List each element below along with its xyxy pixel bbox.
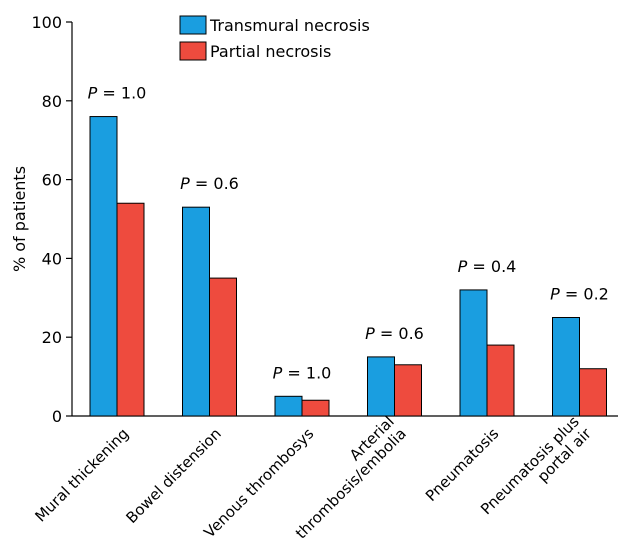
bar-series (89, 116, 607, 417)
legend-swatch (179, 41, 207, 61)
bar-transmural-2 (274, 395, 303, 417)
p-value-label: P = 0.6 (180, 174, 239, 193)
p-value-label: P = 0.2 (550, 285, 609, 304)
p-value-label: P = 0.6 (365, 324, 424, 343)
legend-label: Transmural necrosis (209, 16, 370, 35)
bar-partial-1 (209, 277, 237, 417)
bar-partial-5 (579, 368, 607, 417)
y-tick-label: 0 (52, 407, 62, 426)
y-axis-title: % of patients (10, 166, 29, 272)
p-value-label: P = 1.0 (88, 84, 147, 103)
bar-transmural-4 (459, 289, 488, 417)
bar-transmural-3 (367, 356, 395, 417)
y-axis-ticks: 0 20 40 60 80 100 (31, 13, 72, 426)
bar-partial-2 (301, 399, 330, 417)
bar-partial-4 (486, 344, 515, 417)
y-tick-label: 60 (42, 171, 62, 190)
bar-partial-3 (394, 364, 422, 417)
y-tick-label: 100 (31, 13, 62, 32)
y-tick-label: 40 (42, 249, 62, 268)
legend-label: Partial necrosis (210, 42, 331, 61)
bar-transmural-1 (182, 206, 210, 417)
y-tick-label: 80 (42, 92, 62, 111)
y-tick-label: 20 (42, 328, 62, 347)
bar-transmural-0 (89, 116, 118, 417)
chart-axes (71, 22, 618, 417)
category-label: Mural thickening (31, 425, 132, 526)
legend: Transmural necrosis Partial necrosis (179, 15, 370, 61)
category-label: Bowel distension (123, 425, 225, 527)
bar-partial-0 (116, 202, 145, 417)
p-value-label: P = 0.4 (458, 257, 517, 276)
category-label-line: Bowel distension (123, 425, 225, 527)
p-value-annotations: P = 1.0 P = 0.6 P = 1.0 P = 0.6 P = 0.4 P = 0… (88, 84, 609, 383)
category-label-line: Mural thickening (31, 425, 132, 526)
bar-transmural-5 (552, 317, 580, 417)
legend-swatch (179, 15, 207, 35)
p-value-label: P = 1.0 (273, 363, 332, 382)
